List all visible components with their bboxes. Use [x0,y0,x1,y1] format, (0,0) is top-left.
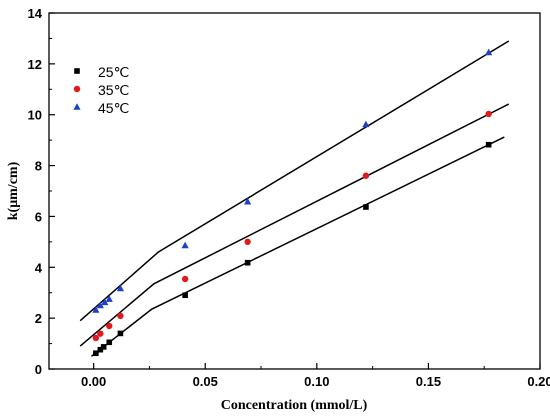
data-point-triangle [485,48,493,56]
y-tick-label: 0 [35,362,42,377]
x-tick-label: 0.00 [81,374,106,389]
data-point-square [97,346,104,353]
data-points [92,48,493,357]
y-tick-label: 2 [35,311,42,326]
y-axis-title: k(μm/cm) [6,161,21,220]
data-point-triangle [101,298,109,306]
legend-label: 35℃ [98,82,129,98]
data-point-circle [244,238,251,246]
data-point-square [93,350,99,357]
data-point-triangle [362,120,370,128]
x-axis-title: Concentration (mmol/L) [221,398,368,413]
y-tick-label: 4 [35,260,43,275]
data-point-square [182,292,188,299]
data-point-circle [362,172,370,179]
data-point-square [106,339,113,346]
data-point-circle [117,312,124,320]
y-tick-label: 6 [35,209,42,224]
fit-line [79,103,510,347]
data-point-square [117,330,124,337]
fit-line [90,136,505,357]
x-tick-label: 0.15 [416,374,441,389]
x-tick-label: 0.20 [527,374,550,389]
data-point-square [363,204,369,210]
data-point-triangle [244,197,252,205]
y-tick-label: 10 [28,108,42,123]
data-point-square [244,259,251,266]
y-tick-label: 14 [28,6,43,21]
data-point-triangle [73,103,81,110]
ticks: 0.00 0.05 0.10 0.15 0.20 0 2 4 6 8 10 12 14 [28,6,550,389]
data-point-square [74,68,80,74]
x-tick-label: 0.05 [193,374,218,389]
data-point-circle [106,322,113,330]
x-tick-label: 0.10 [304,374,329,389]
data-point-triangle [96,301,104,309]
data-point-circle [92,334,100,342]
data-point-square [100,344,107,350]
data-point-triangle [105,295,113,302]
legend: 25℃ 35℃ 45℃ [73,64,129,116]
fit-lines [79,40,510,357]
data-point-circle [73,85,81,93]
y-tick-label: 12 [28,57,42,72]
legend-label: 45℃ [98,100,129,116]
y-tick-label: 8 [35,159,42,174]
data-point-square [485,141,492,148]
data-point-triangle [116,284,125,292]
data-point-triangle [92,306,100,313]
data-point-circle [485,110,492,118]
data-point-circle [181,275,189,283]
fit-line [79,40,510,322]
data-point-circle [97,330,104,337]
legend-label: 25℃ [98,64,129,80]
data-point-triangle [181,241,189,249]
